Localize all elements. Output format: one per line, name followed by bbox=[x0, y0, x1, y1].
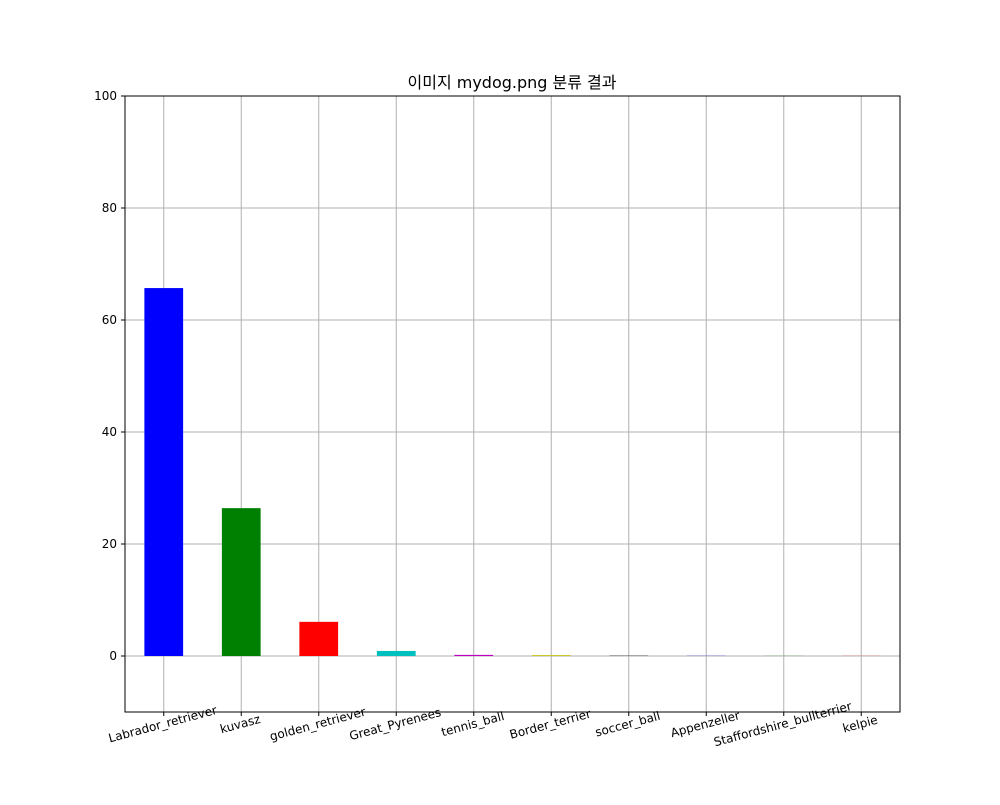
chart-title: 이미지 mydog.png 분류 결과 bbox=[408, 73, 617, 92]
bar-border-terrier bbox=[532, 655, 571, 656]
bar-labrador-retriever bbox=[144, 288, 183, 656]
x-tick-label: Labrador_retriever bbox=[107, 703, 219, 745]
bar-golden-retriever bbox=[299, 622, 338, 656]
y-tick-label: 0 bbox=[109, 649, 117, 663]
bar-great-pyrenees bbox=[377, 651, 416, 656]
bar-kuvasz bbox=[222, 508, 261, 656]
x-tick-label: tennis_ball bbox=[440, 709, 506, 739]
x-tick-label: kelpie bbox=[841, 713, 879, 736]
bar-tennis-ball bbox=[454, 655, 493, 656]
y-tick-label: 100 bbox=[94, 89, 117, 103]
y-tick-label: 40 bbox=[102, 425, 117, 439]
x-tick-label: Staffordshire_bullterrier bbox=[712, 699, 853, 749]
x-tick-label: kuvasz bbox=[219, 712, 262, 736]
y-tick-label: 60 bbox=[102, 313, 117, 327]
x-tick-label: soccer_ball bbox=[594, 709, 662, 740]
y-tick-label: 80 bbox=[102, 201, 117, 215]
y-tick-label: 20 bbox=[102, 537, 117, 551]
